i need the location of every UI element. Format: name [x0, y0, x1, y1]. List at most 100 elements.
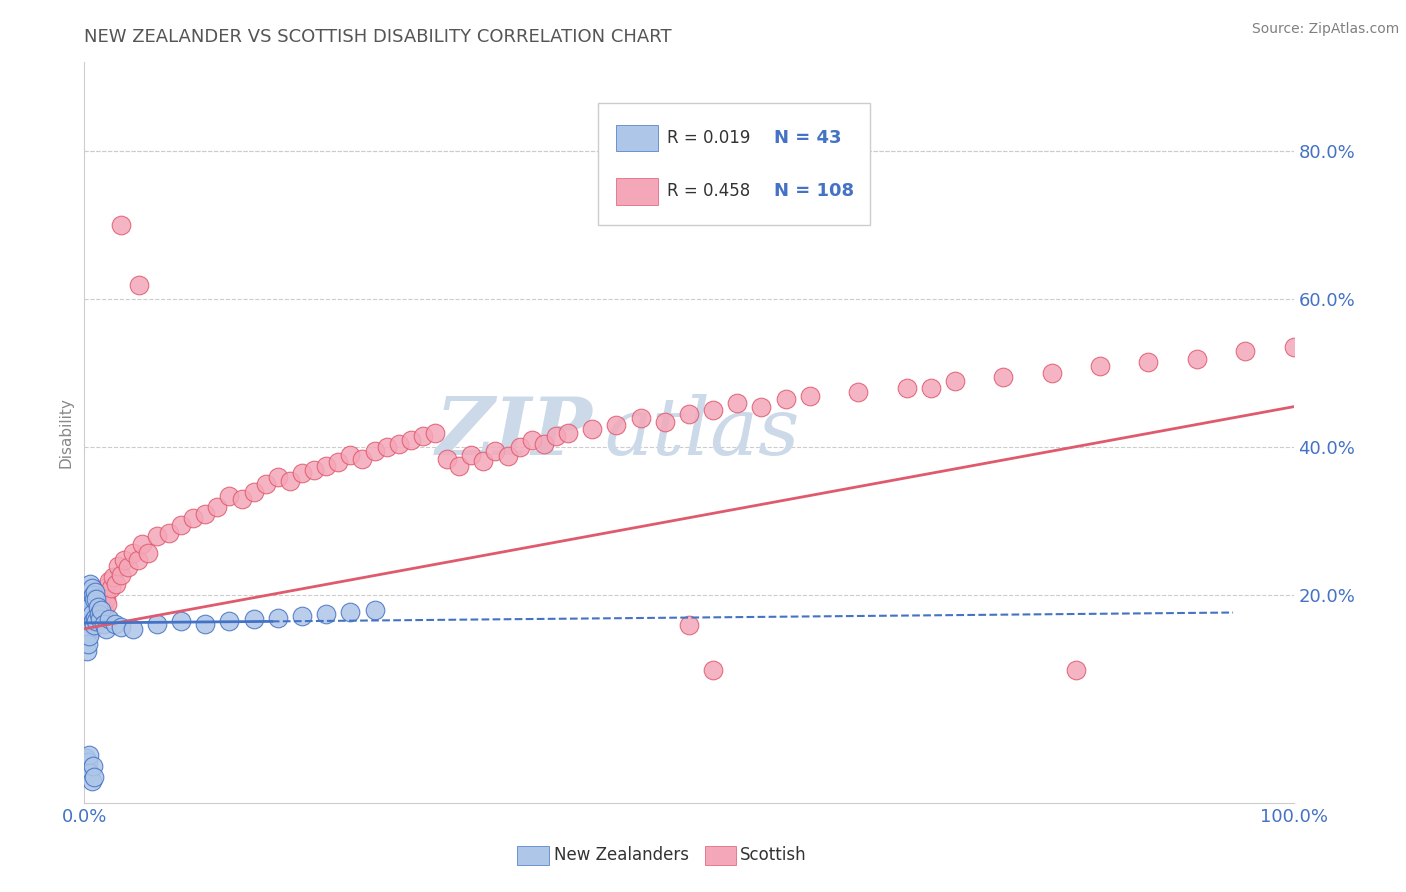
Point [83, 618, 105, 632]
Point [218, 489, 240, 503]
Point [678, 618, 700, 632]
Point [943, 374, 966, 388]
Point [581, 422, 603, 436]
Point [87, 607, 110, 621]
Text: Scottish: Scottish [740, 846, 807, 863]
Text: ZIP: ZIP [436, 394, 592, 471]
Point [76, 622, 98, 636]
Point [460, 448, 482, 462]
Point [993, 370, 1015, 384]
Point [104, 577, 127, 591]
Point [82, 615, 104, 629]
Point [77, 584, 100, 599]
Point [291, 467, 314, 481]
Point [218, 615, 240, 629]
Point [80, 622, 103, 636]
Point [242, 484, 264, 499]
Point [315, 458, 337, 473]
Point [291, 609, 314, 624]
Point [194, 507, 217, 521]
Point [449, 458, 471, 473]
Point [93, 616, 115, 631]
Point [399, 433, 422, 447]
Point [231, 492, 253, 507]
Point [254, 477, 277, 491]
Point [315, 607, 337, 621]
Point [194, 616, 217, 631]
Text: R = 0.019: R = 0.019 [668, 129, 751, 147]
Point [509, 441, 531, 455]
Point [84, 584, 107, 599]
Point [472, 454, 495, 468]
Point [896, 381, 918, 395]
Point [363, 444, 385, 458]
Point [920, 381, 942, 395]
FancyBboxPatch shape [616, 125, 658, 152]
Point [339, 448, 361, 462]
Point [86, 599, 108, 614]
Point [1137, 355, 1160, 369]
Point [131, 536, 153, 550]
Point [775, 392, 797, 407]
Point [157, 525, 180, 540]
Point [77, 747, 100, 762]
Point [751, 400, 773, 414]
Text: N = 43: N = 43 [773, 129, 841, 147]
Point [117, 560, 139, 574]
Text: New Zealanders: New Zealanders [554, 846, 689, 863]
Text: R = 0.458: R = 0.458 [668, 182, 751, 201]
Point [339, 605, 361, 619]
Point [557, 425, 579, 440]
Point [181, 510, 204, 524]
Point [94, 592, 117, 607]
Point [75, 629, 97, 643]
Point [1040, 367, 1063, 381]
Point [630, 410, 652, 425]
Point [146, 529, 169, 543]
Text: atlas: atlas [605, 394, 800, 471]
Point [278, 474, 301, 488]
Point [82, 603, 104, 617]
Point [267, 470, 290, 484]
Point [107, 558, 129, 573]
Point [84, 610, 107, 624]
Point [82, 758, 104, 772]
Point [170, 615, 193, 629]
Point [77, 615, 100, 629]
Point [146, 616, 169, 631]
Point [76, 644, 98, 658]
Point [86, 615, 108, 629]
Point [87, 599, 110, 614]
Point [83, 592, 105, 607]
Point [138, 545, 160, 559]
Text: Source: ZipAtlas.com: Source: ZipAtlas.com [1251, 22, 1399, 37]
Point [605, 418, 627, 433]
Point [702, 663, 724, 677]
Text: N = 108: N = 108 [773, 182, 853, 201]
Text: NEW ZEALANDER VS SCOTTISH DISABILITY CORRELATION CHART: NEW ZEALANDER VS SCOTTISH DISABILITY COR… [84, 28, 672, 45]
Point [76, 763, 98, 777]
Point [267, 610, 290, 624]
Point [112, 553, 135, 567]
Point [89, 607, 111, 621]
Point [80, 773, 103, 788]
Point [75, 751, 97, 765]
Point [1088, 359, 1111, 373]
Point [242, 612, 264, 626]
FancyBboxPatch shape [704, 846, 737, 865]
Point [423, 425, 446, 440]
Point [77, 755, 100, 769]
Point [90, 603, 112, 617]
Point [103, 570, 125, 584]
Point [654, 415, 676, 429]
Point [80, 607, 103, 621]
Point [352, 451, 374, 466]
Point [170, 518, 193, 533]
Point [128, 277, 150, 292]
Point [520, 433, 543, 447]
Point [1185, 351, 1208, 366]
Point [79, 610, 101, 624]
Point [84, 607, 107, 621]
Point [328, 455, 350, 469]
Point [104, 616, 127, 631]
